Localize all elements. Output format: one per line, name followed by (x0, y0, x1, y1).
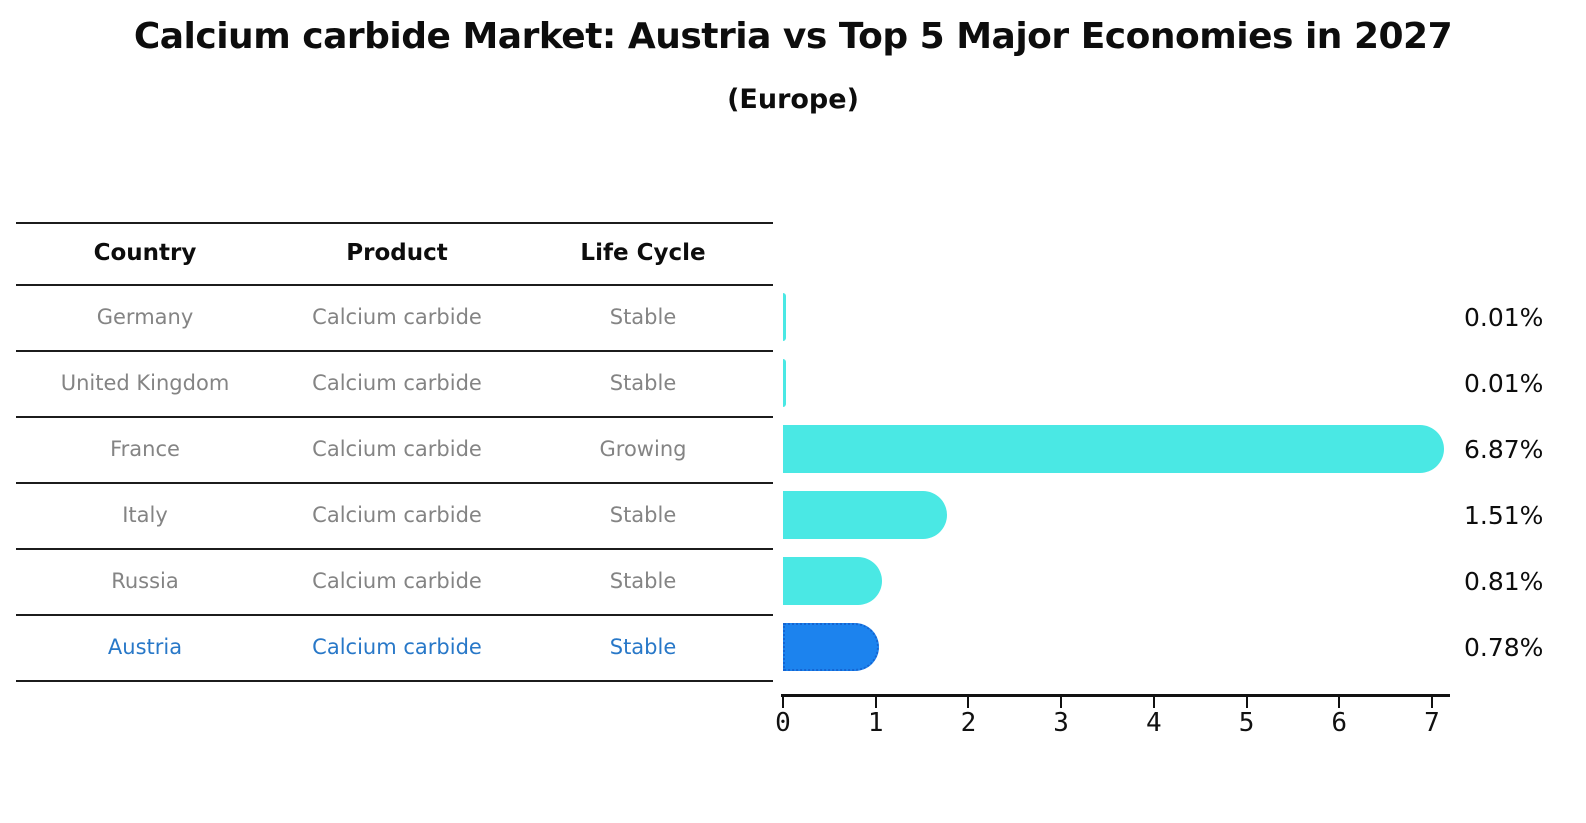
table-divider (16, 222, 773, 224)
table-divider (16, 680, 773, 682)
table-divider (16, 614, 773, 616)
x-axis-tick (967, 697, 970, 708)
x-axis-tick-label: 4 (1146, 708, 1162, 738)
table-divider (16, 482, 773, 484)
table-cell-country: Italy (122, 503, 168, 527)
x-axis-line (781, 694, 1450, 697)
page-subtitle: (Europe) (727, 84, 859, 115)
table-cell-product: Calcium carbide (312, 503, 482, 527)
table-cell-product: Calcium carbide (312, 371, 482, 395)
x-axis-tick-label: 3 (1053, 708, 1069, 738)
table-row: United Kingdom Calcium carbide Stable (0, 350, 773, 416)
table-divider (16, 416, 773, 418)
value-label: 0.01% (1464, 302, 1544, 332)
x-axis-tick-label: 0 (775, 708, 791, 738)
table-cell-country: Austria (107, 635, 183, 659)
table-row: Germany Calcium carbide Stable (0, 284, 773, 350)
x-axis-tick-label: 5 (1238, 708, 1255, 738)
value-label: 6.87% (1464, 434, 1544, 464)
table-divider (16, 350, 773, 352)
table-cell-life-cycle: Stable (609, 503, 677, 527)
bar-austria-highlighted (783, 623, 879, 671)
x-axis-tick (1060, 697, 1063, 708)
table-cell-life-cycle: Stable (609, 371, 677, 395)
table-cell-product: Calcium carbide (312, 437, 482, 461)
x-axis-tick-label: 2 (960, 708, 977, 738)
table-row: Russia Calcium carbide Stable (0, 548, 773, 614)
x-axis-tick-label: 7 (1424, 708, 1440, 738)
table-header-product: Product (346, 240, 448, 266)
x-axis-tick-label: 6 (1331, 708, 1348, 738)
table-cell-life-cycle: Stable (609, 635, 677, 659)
table-divider (16, 548, 773, 550)
x-axis-tick (1430, 697, 1433, 708)
table-row: Italy Calcium carbide Stable (0, 482, 773, 548)
table-divider (16, 284, 773, 286)
x-axis-tick (1152, 697, 1155, 708)
table-cell-country: United Kingdom (60, 371, 230, 395)
value-label: 0.01% (1464, 368, 1544, 398)
table-header-life-cycle: Life Cycle (580, 240, 706, 266)
table-header-country: Country (93, 240, 197, 266)
table-cell-product: Calcium carbide (312, 569, 482, 593)
table-cell-life-cycle: Stable (609, 305, 677, 329)
table-row: France Calcium carbide Growing (0, 416, 773, 482)
x-axis-tick (874, 697, 877, 708)
bar-russia (783, 557, 882, 605)
bar-united-kingdom (783, 359, 786, 407)
table-cell-country: Germany (96, 305, 194, 329)
value-label: 0.78% (1464, 632, 1544, 662)
table-cell-life-cycle: Stable (609, 569, 677, 593)
value-label: 1.51% (1464, 500, 1544, 530)
bar-germany (783, 293, 786, 341)
table-row-highlighted: Austria Calcium carbide Stable (0, 614, 773, 680)
bar-italy (783, 491, 947, 539)
table-cell-life-cycle: Growing (599, 437, 687, 461)
page-title: Calcium carbide Market: Austria vs Top 5… (133, 16, 1453, 57)
value-label: 0.81% (1464, 566, 1544, 596)
bar-france (783, 425, 1444, 473)
table-cell-product: Calcium carbide (312, 305, 482, 329)
table-cell-country: France (110, 437, 180, 461)
x-axis-tick (782, 697, 784, 708)
x-axis-tick (1245, 697, 1248, 708)
x-axis-tick-label: 1 (867, 708, 884, 738)
table-cell-product: Calcium carbide (312, 635, 482, 659)
x-axis-tick (1338, 697, 1341, 708)
table-header-row: Country Product Life Cycle (0, 222, 773, 284)
table-cell-country: Russia (111, 569, 179, 593)
